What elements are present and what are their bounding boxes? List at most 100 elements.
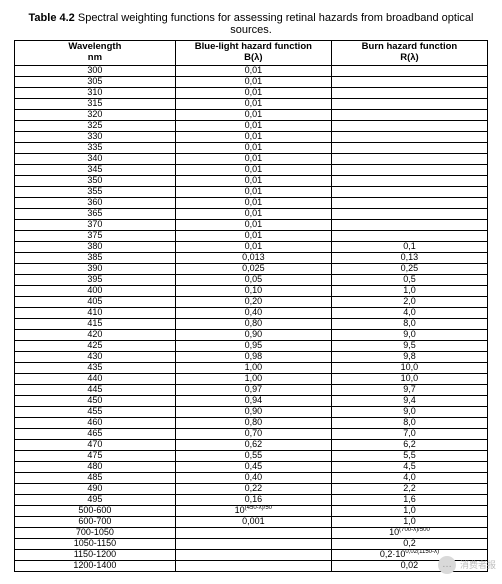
cell-burn xyxy=(331,208,487,219)
cell-wavelength: 460 xyxy=(15,417,176,428)
cell-burn: 9,0 xyxy=(331,329,487,340)
table-row: 4200,909,0 xyxy=(15,329,488,340)
cell-blue: 0,40 xyxy=(175,307,331,318)
cell-blue: 0,01 xyxy=(175,76,331,87)
table-row: 4351,0010,0 xyxy=(15,362,488,373)
col-header-burn: Burn hazard function R(λ) xyxy=(331,41,487,66)
cell-wavelength: 375 xyxy=(15,230,176,241)
cell-wavelength: 395 xyxy=(15,274,176,285)
cell-burn xyxy=(331,87,487,98)
cell-burn: 2,0 xyxy=(331,296,487,307)
cell-blue: 1,00 xyxy=(175,362,331,373)
cell-wavelength: 400 xyxy=(15,285,176,296)
cell-blue: 0,20 xyxy=(175,296,331,307)
table-row: 4650,707,0 xyxy=(15,428,488,439)
table-row: 3500,01 xyxy=(15,175,488,186)
cell-burn: 8,0 xyxy=(331,318,487,329)
table-row: 600-7000,0011,0 xyxy=(15,516,488,527)
cell-burn xyxy=(331,230,487,241)
cell-blue: 0,90 xyxy=(175,329,331,340)
table-row: 3350,01 xyxy=(15,142,488,153)
cell-burn: 0,25 xyxy=(331,263,487,274)
cell-wavelength: 440 xyxy=(15,373,176,384)
cell-burn xyxy=(331,164,487,175)
table-row: 4800,454,5 xyxy=(15,461,488,472)
cell-blue: 0,55 xyxy=(175,450,331,461)
col-header-wavelength: Wavelength nm xyxy=(15,41,176,66)
cell-wavelength: 320 xyxy=(15,109,176,120)
cell-burn: 10,0 xyxy=(331,362,487,373)
table-row: 4450,979,7 xyxy=(15,384,488,395)
cell-blue xyxy=(175,527,331,538)
cell-burn: 2,2 xyxy=(331,483,487,494)
cell-burn: 4,5 xyxy=(331,461,487,472)
cell-burn xyxy=(331,120,487,131)
cell-wavelength: 425 xyxy=(15,340,176,351)
cell-burn xyxy=(331,142,487,153)
cell-blue: 0,94 xyxy=(175,395,331,406)
cell-blue: 0,001 xyxy=(175,516,331,527)
col-header-blue: Blue-light hazard function B(λ) xyxy=(175,41,331,66)
cell-wavelength: 470 xyxy=(15,439,176,450)
cell-wavelength: 360 xyxy=(15,197,176,208)
cell-blue: 0,01 xyxy=(175,153,331,164)
cell-blue: 1,00 xyxy=(175,373,331,384)
cell-burn: 0,2 xyxy=(331,538,487,549)
table-row: 4900,222,2 xyxy=(15,483,488,494)
cell-blue: 0,01 xyxy=(175,230,331,241)
table-row: 4550,909,0 xyxy=(15,406,488,417)
cell-blue: 0,01 xyxy=(175,87,331,98)
table-row: 3850,0130,13 xyxy=(15,252,488,263)
table-row: 4050,202,0 xyxy=(15,296,488,307)
table-row: 3600,01 xyxy=(15,197,488,208)
table-row: 4500,949,4 xyxy=(15,395,488,406)
cell-wavelength: 1200-1400 xyxy=(15,560,176,571)
cell-wavelength: 350 xyxy=(15,175,176,186)
table-row: 3900,0250,25 xyxy=(15,263,488,274)
cell-blue: 0,01 xyxy=(175,208,331,219)
cell-burn: 1,0 xyxy=(331,505,487,516)
table-row: 3400,01 xyxy=(15,153,488,164)
table-row: 4750,555,5 xyxy=(15,450,488,461)
cell-burn xyxy=(331,65,487,76)
cell-burn: 6,2 xyxy=(331,439,487,450)
cell-blue xyxy=(175,560,331,571)
cell-blue: 0,16 xyxy=(175,494,331,505)
table-row: 4300,989,8 xyxy=(15,351,488,362)
cell-blue: 0,10 xyxy=(175,285,331,296)
table-row: 3250,01 xyxy=(15,120,488,131)
cell-wavelength: 480 xyxy=(15,461,176,472)
cell-burn: 9,7 xyxy=(331,384,487,395)
cell-burn: 1,6 xyxy=(331,494,487,505)
cell-wavelength: 465 xyxy=(15,428,176,439)
cell-burn xyxy=(331,186,487,197)
cell-wavelength: 415 xyxy=(15,318,176,329)
cell-blue: 0,80 xyxy=(175,318,331,329)
cell-wavelength: 420 xyxy=(15,329,176,340)
cell-wavelength: 1050-1150 xyxy=(15,538,176,549)
table-row: 3750,01 xyxy=(15,230,488,241)
cell-wavelength: 300 xyxy=(15,65,176,76)
table-row: 4150,808,0 xyxy=(15,318,488,329)
table-row: 1050-1150 0,2 xyxy=(15,538,488,549)
cell-wavelength: 1150-1200 xyxy=(15,549,176,560)
table-row: 3650,01 xyxy=(15,208,488,219)
cell-wavelength: 600-700 xyxy=(15,516,176,527)
cell-wavelength: 340 xyxy=(15,153,176,164)
cell-blue: 0,40 xyxy=(175,472,331,483)
cell-blue: 0,01 xyxy=(175,131,331,142)
cell-wavelength: 475 xyxy=(15,450,176,461)
cell-wavelength: 345 xyxy=(15,164,176,175)
table-row: 3150,01 xyxy=(15,98,488,109)
table-row: 1200-14000,02 xyxy=(15,560,488,571)
cell-burn: 9,5 xyxy=(331,340,487,351)
table-row: 3550,01 xyxy=(15,186,488,197)
cell-burn: 1,0 xyxy=(331,285,487,296)
table-row: 500-60010(450-λ)/501,0 xyxy=(15,505,488,516)
table-row: 4100,404,0 xyxy=(15,307,488,318)
cell-burn: 4,0 xyxy=(331,472,487,483)
cell-wavelength: 450 xyxy=(15,395,176,406)
caption-label: Table 4.2 xyxy=(29,12,75,24)
cell-wavelength: 380 xyxy=(15,241,176,252)
cell-blue: 0,90 xyxy=(175,406,331,417)
